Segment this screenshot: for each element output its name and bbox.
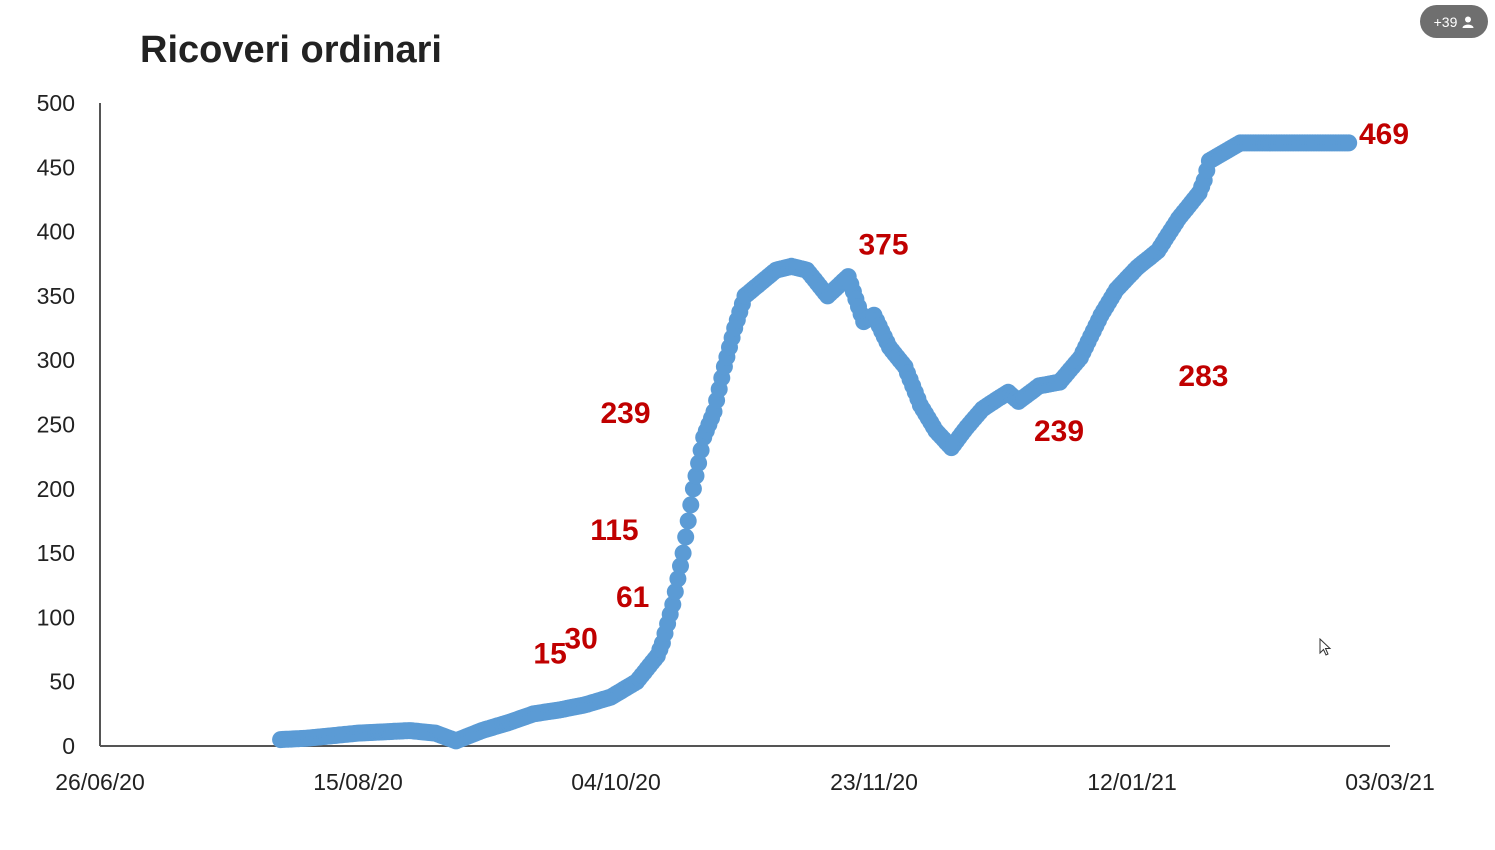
data-label: 469	[1359, 118, 1409, 151]
participants-badge[interactable]: +39	[1420, 5, 1488, 38]
data-point	[677, 528, 695, 546]
data-points	[272, 134, 1358, 750]
data-label: 239	[601, 397, 651, 430]
data-label: 239	[1034, 415, 1084, 448]
y-tick-label: 350	[37, 283, 75, 309]
x-tick-label: 03/03/21	[1345, 769, 1435, 795]
data-point	[669, 570, 687, 588]
y-tick-label: 150	[37, 540, 75, 566]
x-tick-label: 26/06/20	[55, 769, 145, 795]
data-point	[674, 544, 692, 562]
data-label: 30	[564, 622, 597, 655]
data-label: 15	[533, 638, 566, 671]
data-point	[684, 480, 702, 498]
x-tick-label: 12/01/21	[1087, 769, 1177, 795]
data-point	[666, 583, 684, 601]
y-tick-label: 500	[37, 90, 75, 116]
x-tick-labels: 26/06/20 15/08/20 04/10/20 23/11/20 12/01/21…	[55, 769, 1435, 795]
data-point	[1340, 134, 1358, 152]
y-tick-label: 450	[37, 154, 75, 180]
data-label: 375	[859, 229, 909, 262]
participants-count: +39	[1433, 13, 1458, 30]
y-tick-labels: 0 50 100 150 200 250 300 350 400 450 500	[37, 90, 75, 759]
data-point	[690, 454, 708, 472]
y-tick-label: 250	[37, 412, 75, 438]
x-tick-label: 23/11/20	[830, 769, 918, 795]
y-tick-label: 200	[37, 476, 75, 502]
data-point	[682, 496, 700, 514]
chart-title: Ricoveri ordinari	[140, 29, 442, 71]
x-tick-label: 04/10/20	[571, 769, 661, 795]
data-label: 283	[1178, 360, 1228, 393]
data-point	[672, 557, 689, 575]
data-point	[687, 467, 705, 485]
y-tick-label: 300	[37, 347, 75, 373]
y-tick-label: 50	[49, 669, 75, 695]
data-label: 61	[616, 581, 649, 614]
mouse-pointer-icon	[1319, 638, 1332, 656]
data-point	[664, 596, 682, 613]
y-tick-label: 400	[37, 219, 75, 245]
data-label: 115	[590, 514, 638, 547]
y-tick-label: 100	[37, 604, 75, 630]
y-tick-label: 0	[62, 733, 75, 759]
data-point	[692, 441, 710, 459]
data-point	[679, 512, 697, 530]
person-icon	[1462, 16, 1474, 28]
x-tick-label: 15/08/20	[313, 769, 403, 795]
